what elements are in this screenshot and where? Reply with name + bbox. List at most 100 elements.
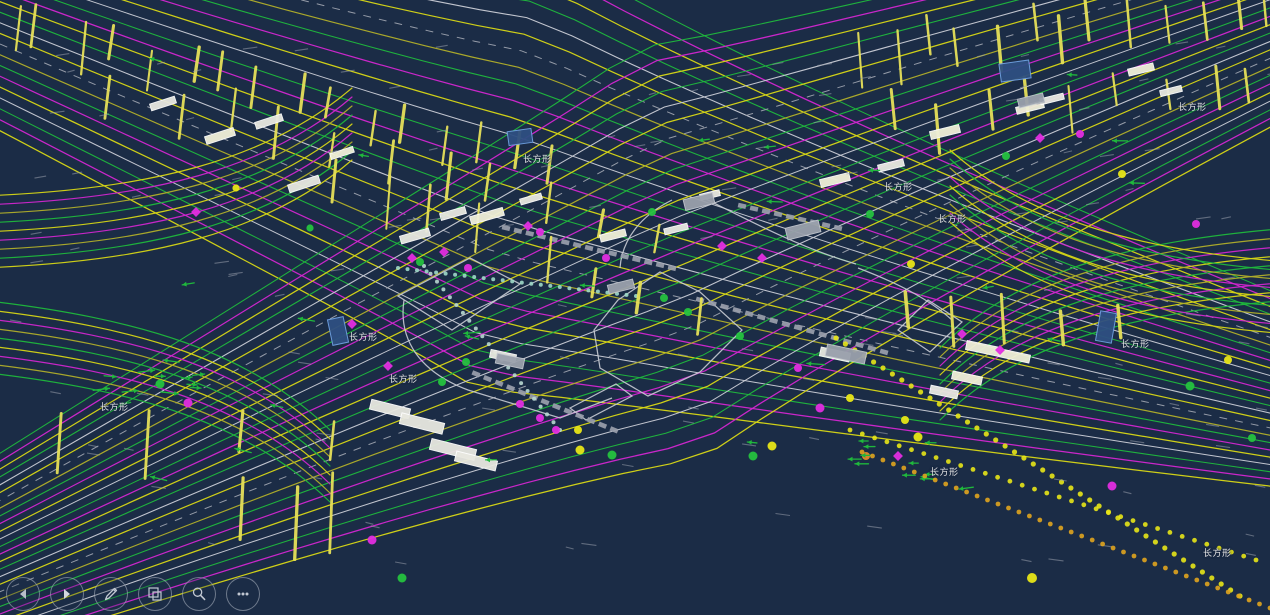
signal-pole — [999, 292, 1006, 345]
arrow-left-icon — [15, 586, 31, 602]
signal-pole — [328, 471, 335, 555]
ramp-curve-left — [0, 105, 353, 214]
barrier-dash — [1016, 509, 1022, 515]
barrier-dash — [1173, 569, 1179, 575]
guide-dash-yellow — [1204, 541, 1210, 547]
vehicle-object — [203, 126, 237, 146]
crosswalk-stripe — [631, 256, 641, 263]
control-handle — [757, 253, 767, 263]
pavement-marking — [1006, 98, 1021, 102]
direction-arrow — [270, 403, 276, 409]
pavement-marking — [818, 93, 832, 97]
control-node — [574, 426, 582, 434]
pavement-marking — [30, 231, 42, 235]
signal-pole — [952, 27, 959, 67]
signal-pole — [949, 295, 956, 348]
crosswalk-stripe — [471, 370, 481, 378]
guide-dash-yellow — [1007, 478, 1013, 484]
barrier-dash — [1131, 553, 1137, 559]
guide-dash — [529, 281, 534, 286]
barrier-dash — [1142, 557, 1147, 563]
control-node — [536, 228, 544, 236]
guide-dash-yellow — [1011, 449, 1018, 455]
barrier-dash — [1183, 573, 1189, 579]
vehicle-object — [1159, 84, 1183, 98]
next-button[interactable] — [50, 577, 84, 611]
control-node — [607, 450, 617, 460]
vehicle-object — [1126, 62, 1156, 77]
barrier-dash — [1246, 597, 1252, 603]
signal-pole — [216, 50, 225, 92]
pavement-marking — [131, 194, 141, 198]
corridor-nw-se-lane-line — [0, 108, 1270, 473]
guide-dash — [506, 365, 511, 370]
corridor-nw-se-lane-line — [0, 86, 1270, 458]
guide-dash — [428, 271, 433, 276]
control-handle — [191, 207, 201, 217]
barrier-dash — [1204, 581, 1210, 587]
duplicate-button[interactable] — [138, 577, 172, 611]
pavement-marking — [1254, 484, 1266, 488]
signal-pole — [474, 202, 481, 254]
guide-dash-yellow — [1032, 486, 1037, 492]
guide-dash-yellow — [946, 407, 952, 413]
pavement-marking — [482, 407, 496, 411]
control-node — [660, 294, 668, 302]
pavement-marking — [860, 76, 872, 80]
more-button[interactable] — [226, 577, 260, 611]
direction-arrow — [909, 460, 914, 466]
pavement-marking — [99, 113, 110, 117]
signal-pole — [1058, 309, 1066, 347]
control-node — [767, 441, 777, 451]
crosswalk-stripe — [513, 227, 523, 234]
pavement-marking — [755, 146, 766, 150]
direction-arrow — [1047, 337, 1053, 342]
guide-dash-yellow — [1199, 569, 1205, 575]
pavement-marking — [1053, 478, 1067, 482]
vehicle-object — [598, 228, 628, 243]
zoom-button[interactable] — [182, 577, 216, 611]
ramp-curve-right — [949, 194, 1270, 307]
signal-pole — [1125, 0, 1133, 49]
guide-dash — [480, 334, 485, 339]
guide-dash — [500, 278, 505, 283]
control-node — [1002, 152, 1010, 160]
control-handle — [383, 361, 393, 371]
signal-pole — [546, 235, 553, 284]
guide-dash-yellow — [964, 419, 971, 425]
guide-dash-yellow — [1019, 482, 1025, 488]
control-handle — [407, 253, 417, 263]
guide-dash-yellow — [918, 389, 924, 395]
signal-pole — [385, 175, 392, 230]
guide-dash-yellow — [833, 335, 839, 341]
pavement-marking — [1047, 362, 1060, 366]
signal-pole — [1237, 0, 1244, 31]
prev-button[interactable] — [6, 577, 40, 611]
control-handle — [523, 221, 533, 231]
barrier-dash — [985, 497, 990, 503]
guide-dash-yellow — [1143, 533, 1149, 539]
direction-arrow — [149, 57, 155, 62]
control-node — [794, 364, 802, 372]
signal-pole — [238, 476, 245, 542]
guide-dash-yellow — [946, 459, 951, 464]
control-node — [306, 224, 314, 232]
floating-tool-dock[interactable] — [6, 577, 260, 611]
pavement-marking — [436, 129, 449, 133]
edit-button[interactable] — [94, 577, 128, 611]
crosswalk-stripe — [620, 253, 630, 260]
vehicle-object-grey — [682, 191, 716, 212]
vehicle-object — [254, 113, 284, 130]
ramp-curve-right — [939, 274, 1270, 394]
signal-pole — [177, 93, 186, 140]
pavement-marking — [1048, 558, 1064, 562]
magnifier-icon — [190, 585, 208, 603]
pavement-marking — [316, 432, 332, 436]
pavement-marking — [507, 387, 516, 391]
signal-pole — [192, 45, 201, 83]
pavement-marking — [123, 447, 134, 451]
ramp-curve-right — [949, 221, 1270, 334]
